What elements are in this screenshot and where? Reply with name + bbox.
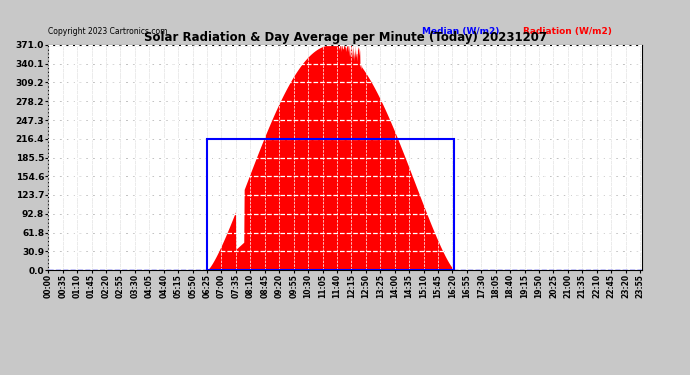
Title: Solar Radiation & Day Average per Minute (Today) 20231207: Solar Radiation & Day Average per Minute… xyxy=(144,31,546,44)
Text: Copyright 2023 Cartronics.com: Copyright 2023 Cartronics.com xyxy=(48,27,168,36)
Bar xyxy=(207,139,455,270)
Text: Median (W/m2): Median (W/m2) xyxy=(422,27,500,36)
Text: Radiation (W/m2): Radiation (W/m2) xyxy=(523,27,612,36)
